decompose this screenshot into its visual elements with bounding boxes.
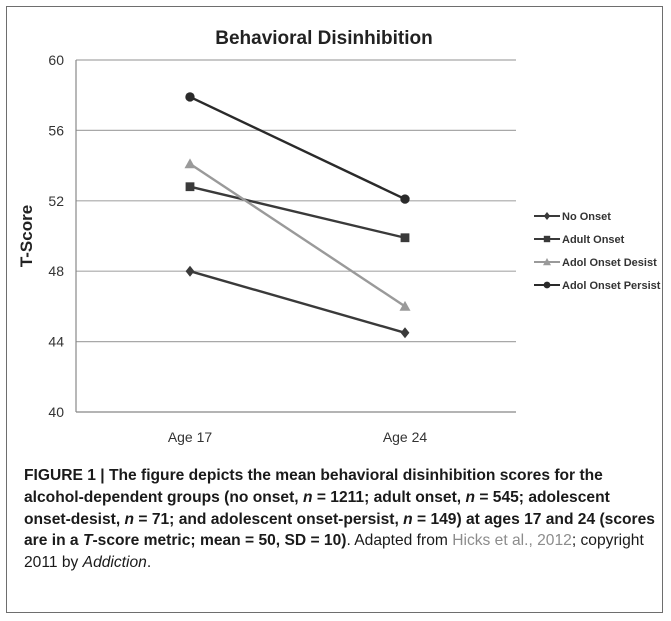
data-point-marker bbox=[184, 158, 196, 169]
data-point-marker bbox=[543, 258, 551, 266]
y-tick-label: 40 bbox=[48, 404, 64, 420]
legend-label: No Onset bbox=[562, 211, 611, 223]
caption-journal: Addiction bbox=[82, 554, 147, 572]
series-line bbox=[189, 270, 406, 334]
data-point-marker bbox=[185, 182, 195, 192]
legend-item: No Onset bbox=[534, 211, 611, 223]
data-point-marker bbox=[400, 327, 410, 339]
caption-n2-value: = 545; adolescent onset-desist, bbox=[24, 488, 610, 528]
y-tick-label: 56 bbox=[48, 122, 64, 138]
caption-end: . bbox=[146, 554, 152, 572]
caption-n1-value: = 1211; adult onset, bbox=[312, 488, 462, 506]
y-tick-label: 60 bbox=[48, 52, 64, 68]
legend-item: Adult Onset bbox=[534, 234, 625, 246]
y-tick-label: 48 bbox=[48, 263, 64, 279]
data-point-marker bbox=[185, 265, 195, 277]
gridlines bbox=[76, 59, 516, 343]
series-line bbox=[189, 95, 406, 201]
series-line bbox=[189, 162, 406, 308]
chart-background bbox=[76, 60, 516, 412]
caption-n1-label: n bbox=[302, 488, 313, 506]
caption-lead: FIGURE 1 | The figure depicts the mean b… bbox=[24, 467, 603, 506]
y-axis-label: T-Score bbox=[17, 205, 36, 267]
axes bbox=[75, 60, 516, 413]
series-adol-onset-desist bbox=[184, 158, 411, 311]
caption-n2-label: n bbox=[465, 488, 476, 506]
data-point-marker bbox=[185, 92, 195, 102]
y-tick-label: 44 bbox=[48, 334, 64, 350]
caption-t-label: T bbox=[82, 532, 93, 550]
data-point-marker bbox=[400, 233, 410, 243]
caption-n3-value: = 71; and adolescent onset-persist, bbox=[134, 510, 399, 528]
legend: No Onset Adult Onset Adol Onset Desist Adol… bbox=[534, 211, 661, 292]
series-no-onset bbox=[185, 265, 410, 339]
y-tick-label: 52 bbox=[48, 193, 64, 209]
legend-label: Adult Onset bbox=[562, 234, 625, 246]
legend-label: Adol Onset Desist bbox=[562, 257, 657, 269]
series-lines bbox=[184, 92, 411, 339]
caption-n4-value: = 149) at ages 17 and 24 (scores are in … bbox=[24, 510, 655, 550]
caption-metric: -score metric; mean = 50, SD = 10) bbox=[92, 532, 347, 550]
series-line bbox=[189, 185, 406, 239]
x-tick-label: Age 17 bbox=[168, 429, 213, 445]
data-point-marker bbox=[543, 212, 551, 220]
chart-title: Behavioral Disinhibition bbox=[215, 28, 432, 49]
x-tick-label: Age 24 bbox=[383, 429, 428, 445]
data-point-marker bbox=[543, 235, 551, 243]
legend-label: Adol Onset Persist bbox=[562, 280, 661, 292]
y-tick-labels: 40 44 48 52 56 60 bbox=[48, 52, 64, 420]
caption-citation-link[interactable]: Hicks et al., 2012 bbox=[452, 532, 572, 550]
caption-n4-label: n bbox=[403, 510, 413, 528]
legend-item: Adol Onset Persist bbox=[534, 280, 661, 292]
line-chart: Behavioral Disinhibition 40 44 48 52 56 60 Ag… bbox=[17, 28, 661, 445]
series-adol-onset-persist bbox=[185, 92, 410, 204]
x-tick-labels: Age 17 Age 24 bbox=[168, 429, 428, 445]
data-point-marker bbox=[543, 281, 551, 289]
series-adult-onset bbox=[185, 182, 410, 243]
data-point-marker bbox=[399, 300, 411, 311]
caption-n3-label: n bbox=[124, 510, 135, 528]
figure-caption: FIGURE 1 | The figure depicts the mean b… bbox=[24, 465, 659, 574]
caption-copyright: ; copyright 2011 by bbox=[24, 532, 644, 572]
legend-item: Adol Onset Desist bbox=[534, 257, 657, 269]
data-point-marker bbox=[400, 194, 410, 204]
caption-adapted-prefix: . Adapted from bbox=[346, 532, 453, 550]
